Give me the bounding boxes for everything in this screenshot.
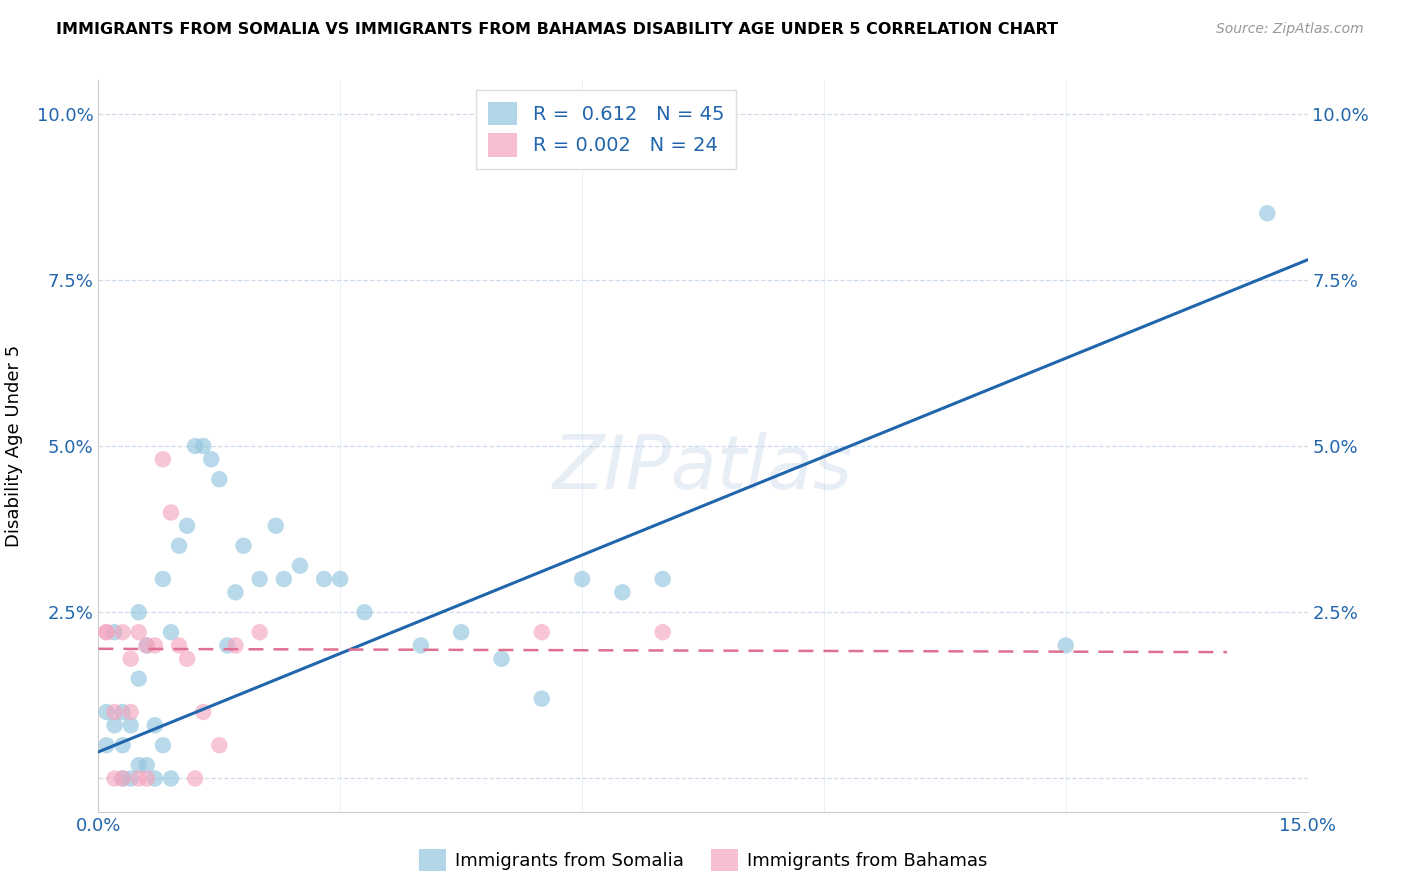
Point: [160, 506, 183, 520]
Text: ZIPatlas: ZIPatlas: [553, 432, 853, 504]
Point: [160, 625, 183, 640]
Point: [103, 705, 125, 719]
Point: [135, 639, 157, 653]
Point: [96, 738, 118, 752]
Point: [96, 625, 118, 640]
Point: [160, 772, 183, 786]
Point: [651, 625, 673, 640]
Text: IMMIGRANTS FROM SOMALIA VS IMMIGRANTS FROM BAHAMAS DISABILITY AGE UNDER 5 CORREL: IMMIGRANTS FROM SOMALIA VS IMMIGRANTS FR…: [56, 22, 1059, 37]
Point: [167, 539, 190, 553]
Point: [184, 772, 207, 786]
Point: [128, 772, 150, 786]
Point: [1256, 206, 1278, 220]
Text: Source: ZipAtlas.com: Source: ZipAtlas.com: [1216, 22, 1364, 37]
Point: [128, 672, 150, 686]
Point: [135, 758, 157, 772]
Point: [530, 691, 553, 706]
Point: [273, 572, 295, 586]
Point: [249, 625, 271, 640]
Point: [571, 572, 593, 586]
Point: [120, 718, 142, 732]
Point: [249, 572, 271, 586]
Point: [193, 705, 215, 719]
Point: [103, 718, 125, 732]
Point: [491, 652, 513, 666]
Point: [450, 625, 472, 640]
Point: [128, 758, 150, 772]
Point: [232, 539, 254, 553]
Point: [651, 572, 673, 586]
Point: [208, 738, 231, 752]
Point: [128, 605, 150, 619]
Point: [1054, 639, 1077, 653]
Point: [143, 772, 166, 786]
Point: [103, 625, 125, 640]
Point: [314, 572, 336, 586]
Point: [120, 652, 142, 666]
Point: [167, 639, 190, 653]
Point: [208, 472, 231, 486]
Point: [176, 518, 198, 533]
Legend: Immigrants from Somalia, Immigrants from Bahamas: Immigrants from Somalia, Immigrants from…: [412, 842, 994, 879]
Point: [288, 558, 311, 573]
Point: [409, 639, 432, 653]
Point: [135, 639, 157, 653]
Point: [143, 718, 166, 732]
Y-axis label: Disability Age Under 5: Disability Age Under 5: [4, 345, 22, 547]
Point: [530, 625, 553, 640]
Point: [612, 585, 634, 599]
Point: [111, 625, 134, 640]
Point: [200, 452, 222, 467]
Point: [120, 772, 142, 786]
Point: [217, 639, 239, 653]
Point: [329, 572, 352, 586]
Point: [128, 625, 150, 640]
Point: [111, 772, 134, 786]
Point: [224, 585, 246, 599]
Point: [111, 772, 134, 786]
Point: [143, 639, 166, 653]
Point: [103, 772, 125, 786]
Point: [152, 738, 174, 752]
Point: [193, 439, 215, 453]
Point: [96, 705, 118, 719]
Point: [111, 738, 134, 752]
Point: [353, 605, 375, 619]
Point: [264, 518, 287, 533]
Point: [224, 639, 246, 653]
Point: [152, 452, 174, 467]
Point: [176, 652, 198, 666]
Point: [184, 439, 207, 453]
Point: [120, 705, 142, 719]
Point: [96, 625, 118, 640]
Point: [111, 705, 134, 719]
Point: [152, 572, 174, 586]
Point: [135, 772, 157, 786]
Legend: R =  0.612   N = 45, R = 0.002   N = 24: R = 0.612 N = 45, R = 0.002 N = 24: [477, 90, 737, 169]
